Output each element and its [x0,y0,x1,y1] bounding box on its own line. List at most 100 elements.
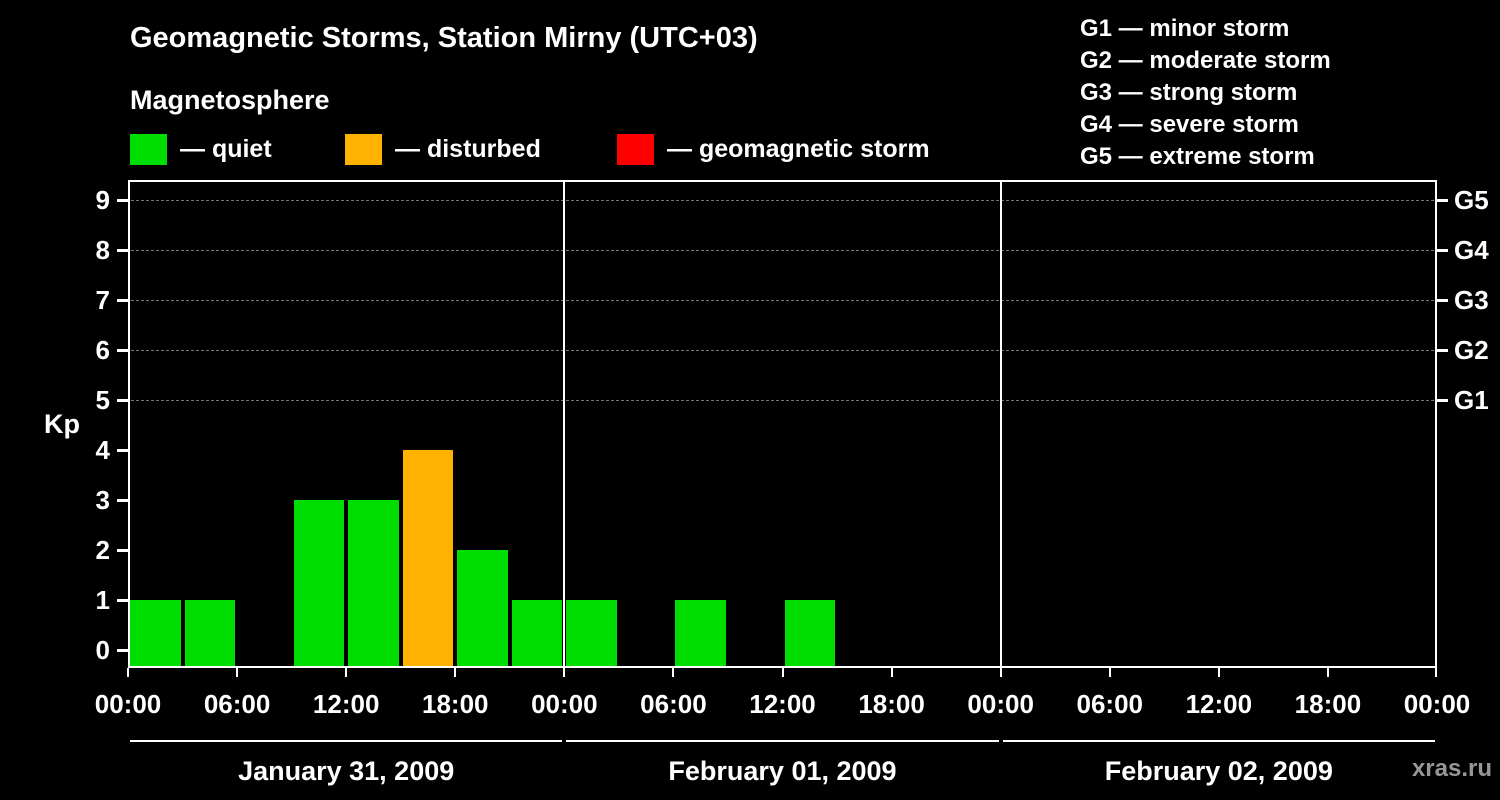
g-axis-label: G3 [1454,285,1489,315]
y-tick [117,549,128,552]
plot-area [128,180,1437,668]
x-tick-label: 18:00 [858,689,925,719]
x-tick [781,668,784,677]
gridline-kp6 [131,350,1434,351]
x-tick-label: 12:00 [1185,689,1253,719]
x-tick-label: 12:00 [312,689,380,719]
x-tick-label: 00:00 [1403,689,1471,719]
g-scale-legend: G1 — minor storm G2 — moderate storm G3 — … [1080,13,1331,173]
kp-bar-quiet [511,600,563,666]
g-legend-line-3: G3 — strong storm [1080,79,1298,106]
x-tick-label: 18:00 [422,689,489,719]
legend-label-storm: — geomagnetic storm [667,134,930,163]
x-tick-label: 00:00 [531,689,598,719]
y-tick [117,399,128,402]
chart-subtitle: Magnetosphere [130,85,330,115]
g-tick [1437,299,1448,302]
watermark: xras.ru [1411,755,1492,782]
x-tick [999,668,1002,677]
y-tick [117,499,128,502]
x-tick [563,668,566,677]
y-tick-label: 5 [95,385,110,415]
x-tick [672,668,675,677]
g-tick [1437,349,1448,352]
legend-label-quiet: — quiet [180,134,272,163]
x-tick [1326,668,1329,677]
kp-bar-quiet [675,600,726,666]
g-axis-label: G5 [1454,185,1489,215]
plot-border [128,180,1437,668]
x-tick [236,668,239,677]
kp-bar-quiet [348,500,399,666]
x-tick-label: 12:00 [749,689,816,719]
y-tick-label: 8 [95,235,110,265]
y-tick-label: 0 [95,635,110,665]
day-divider [563,180,566,668]
y-tick [117,199,128,202]
x-tick-label: 18:00 [1294,689,1362,719]
y-tick-label: 4 [95,435,110,465]
x-tick-label: 06:00 [203,689,271,719]
storm-swatch [617,133,654,165]
date-label: February 02, 2009 [1104,756,1333,786]
g-tick [1437,199,1448,202]
y-tick [117,249,128,252]
y-tick-label: 7 [95,285,110,315]
disturbed-swatch [345,133,382,165]
legend-item-quiet: — quiet [130,132,272,166]
g-legend-line-4: G4 — severe storm [1080,111,1299,138]
x-tick [1217,668,1220,677]
y-tick-label: 6 [95,335,110,365]
kp-bar-quiet [566,600,617,666]
x-tick-label: 00:00 [94,689,162,719]
y-tick [117,449,128,452]
y-tick-label: 9 [95,185,110,215]
y-axis-label: Kp [44,409,80,439]
x-tick-label: 00:00 [967,689,1034,719]
y-tick [117,599,128,602]
y-tick [117,299,128,302]
g-axis-label: G1 [1454,385,1489,415]
g-tick [1437,399,1448,402]
quiet-swatch [130,133,167,165]
kp-bar-quiet [293,500,345,666]
gridline-kp5 [131,400,1434,401]
date-underline [1002,740,1435,742]
gridline-kp8 [131,250,1434,251]
kp-bar-quiet [184,600,236,666]
day-divider [999,180,1002,668]
kp-bar-quiet [457,550,508,666]
x-tick [890,668,893,677]
x-tick-label: 06:00 [1076,689,1144,719]
y-tick-label: 2 [95,535,110,565]
y-tick-label: 1 [95,585,110,615]
legend-label-disturbed: — disturbed [395,134,541,163]
g-axis-label: G2 [1454,335,1489,365]
y-tick [117,349,128,352]
legend-item-disturbed: — disturbed [345,132,541,166]
kp-bar-quiet [784,600,836,666]
date-underline [130,740,563,742]
legend-item-storm: — geomagnetic storm [617,132,930,166]
x-tick-label: 06:00 [640,689,707,719]
gridline-kp9 [131,200,1434,201]
g-axis-label: G4 [1454,235,1489,265]
date-label: January 31, 2009 [238,756,455,786]
g-legend-line-5: G5 — extreme storm [1080,143,1315,170]
g-legend-line-2: G2 — moderate storm [1080,47,1331,74]
date-label: February 01, 2009 [668,756,897,786]
x-tick [454,668,457,677]
chart-title: Geomagnetic Storms, Station Mirny (UTC+0… [130,22,758,54]
g-tick [1437,249,1448,252]
gridline-kp7 [131,300,1434,301]
x-tick [1435,668,1437,677]
x-tick [345,668,348,677]
kp-bar-quiet [130,600,181,666]
g-legend-line-1: G1 — minor storm [1080,15,1290,42]
kp-bar-disturbed [402,450,454,666]
x-tick [127,668,129,677]
y-tick [117,649,128,652]
y-tick-label: 3 [95,485,110,515]
date-underline [566,740,999,742]
